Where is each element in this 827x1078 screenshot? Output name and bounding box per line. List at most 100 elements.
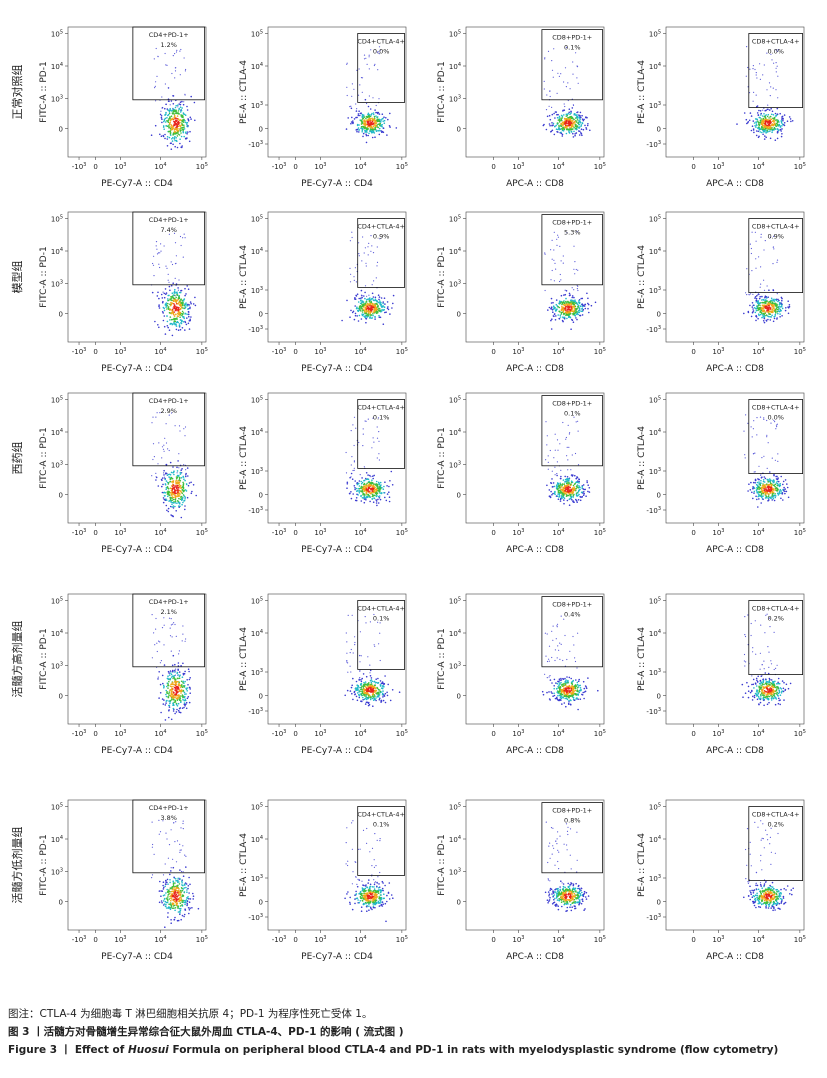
event-dot (187, 308, 189, 310)
event-dot (164, 499, 167, 501)
event-dot (780, 497, 782, 500)
event-dot (558, 119, 561, 122)
event-dot (554, 493, 556, 496)
event-dot (581, 491, 583, 493)
event-dot (362, 132, 365, 135)
event-dot (764, 126, 767, 128)
event-dot (177, 127, 179, 130)
event-dot (562, 311, 565, 313)
event-dot (773, 310, 776, 312)
event-dot (746, 122, 748, 125)
event-dot (581, 122, 584, 124)
event-dot (366, 305, 369, 308)
event-dot (575, 495, 578, 497)
event-dot (556, 244, 558, 246)
tick-base: 10 (114, 163, 123, 171)
event-dot (368, 480, 370, 483)
event-dot (174, 135, 176, 138)
event-dot (175, 137, 177, 139)
event-dot (177, 287, 179, 289)
event-dot (780, 296, 783, 299)
event-dot (168, 449, 170, 452)
event-dot (174, 320, 177, 323)
event-dot (187, 696, 190, 698)
event-dot (577, 499, 580, 501)
event-dot (365, 312, 368, 315)
event-dot (352, 122, 354, 125)
event-dot (554, 111, 557, 113)
event-dot (756, 112, 759, 114)
event-dot (551, 309, 554, 311)
event-dot (579, 488, 581, 491)
event-dot (571, 307, 574, 309)
event-dot (166, 145, 169, 147)
event-dot (156, 295, 159, 297)
event-dot (753, 471, 755, 473)
event-dot (190, 118, 192, 120)
tick-base: -10 (272, 348, 283, 356)
event-dot (764, 240, 766, 242)
event-dot (382, 120, 384, 122)
flow-panel: CD4+CTLA-4+0.9%-103 0 103 104 1051051041030-… (239, 211, 408, 374)
event-dot (169, 480, 171, 483)
event-dot (372, 252, 375, 254)
event-dot (558, 495, 561, 498)
event-dot (560, 308, 563, 311)
event-dot (774, 308, 777, 311)
event-dot (776, 484, 779, 487)
event-dot (362, 428, 364, 430)
tick-exp: 5 (458, 30, 461, 36)
event-dot (557, 234, 559, 236)
event-dot (564, 293, 567, 296)
event-dot (365, 117, 367, 120)
event-dot (175, 129, 178, 131)
event-dot (767, 311, 770, 313)
tick-base: 10 (594, 348, 603, 356)
event-dot (160, 135, 163, 137)
event-dot (773, 304, 775, 306)
y-axis-label: FITC-A :: PD-1 (39, 427, 49, 488)
event-dot (580, 310, 582, 313)
event-dot (386, 134, 388, 136)
event-dot (752, 293, 754, 295)
tick-base: 10 (449, 397, 458, 405)
event-dot (771, 306, 774, 308)
event-dot (564, 123, 566, 125)
tick-exp: 3 (658, 506, 661, 512)
event-dot (391, 484, 394, 486)
event-dot (367, 474, 369, 476)
event-dot (365, 477, 367, 480)
event-dot (567, 486, 569, 489)
gate-label: CD4+CTLA-4+ (357, 38, 405, 46)
event-dot (169, 316, 172, 318)
event-dot (154, 320, 156, 323)
event-dot (576, 307, 578, 310)
event-dot (755, 267, 757, 269)
event-dot (175, 283, 178, 285)
tick-label: -103 (272, 528, 287, 537)
event-dot (368, 116, 370, 118)
event-dot (582, 304, 585, 307)
event-dot (548, 105, 550, 107)
event-dot (350, 107, 353, 110)
event-dot (361, 131, 363, 133)
event-dot (179, 316, 181, 318)
event-dot (173, 137, 176, 139)
event-dot (376, 119, 378, 121)
event-dot (386, 493, 389, 495)
event-dot (388, 500, 391, 503)
event-dot (768, 484, 770, 486)
event-dot (770, 107, 772, 110)
tick-exp: 5 (405, 528, 408, 534)
event-dot (563, 318, 566, 320)
event-dot (174, 295, 176, 297)
event-dot (188, 315, 190, 318)
event-dot (764, 109, 766, 112)
tick-exp: 3 (658, 286, 661, 292)
event-dot (369, 302, 372, 305)
event-dot (769, 128, 771, 131)
event-dot (572, 321, 575, 323)
event-dot (153, 58, 155, 60)
event-dot (781, 125, 783, 127)
